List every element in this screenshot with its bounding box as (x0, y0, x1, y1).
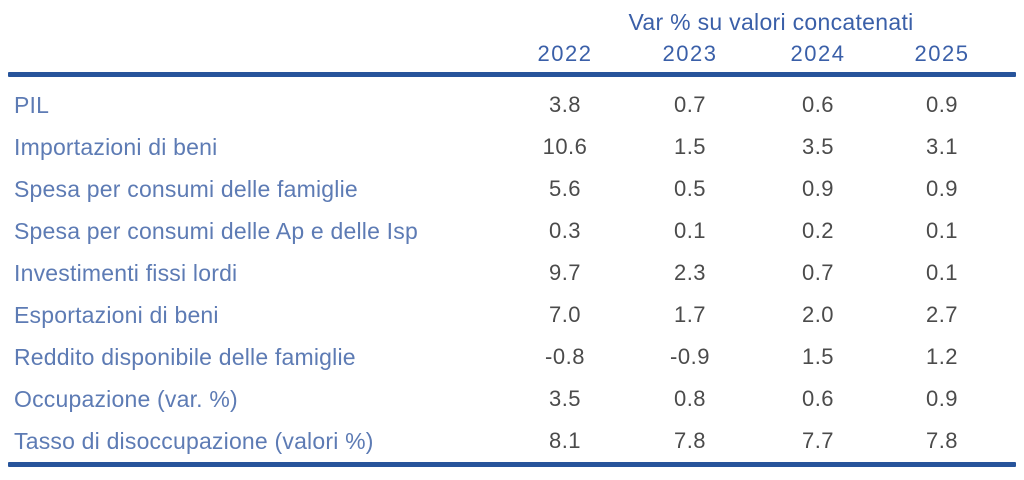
value-cell: 1.5 (801, 344, 835, 369)
value-cell: 0.1 (925, 260, 959, 285)
row-label: Importazioni di beni (14, 133, 218, 160)
year-column-header: 2023 (662, 41, 718, 66)
row-label: Reddito disponibile delle famiglie (14, 343, 356, 370)
value-cell: 5.6 (548, 176, 582, 201)
table-row: Reddito disponibile delle famiglie -0.8 … (8, 336, 1016, 378)
table-rule-top (8, 72, 1016, 77)
value-cell: 0.1 (673, 218, 707, 243)
table-row: PIL 3.8 0.7 0.6 0.9 (8, 84, 1016, 126)
value-cell: 7.7 (801, 428, 835, 453)
value-cell: 7.8 (673, 428, 707, 453)
table-row: Occupazione (var. %) 3.5 0.8 0.6 0.9 (8, 378, 1016, 420)
value-cell: 0.7 (801, 260, 835, 285)
table-row: Importazioni di beni 10.6 1.5 3.5 3.1 (8, 126, 1016, 168)
value-cell: 0.7 (673, 92, 707, 117)
value-cell: 0.6 (801, 92, 835, 117)
value-cell: 7.8 (925, 428, 959, 453)
value-cell: 2.7 (925, 302, 959, 327)
row-label: Tasso di disoccupazione (valori %) (14, 427, 374, 454)
forecast-table: Var % su valori concatenati 2022 2023 20… (8, 0, 1016, 467)
value-cell: -0.8 (545, 344, 585, 369)
value-cell: 0.3 (548, 218, 582, 243)
value-cell: 1.5 (673, 134, 707, 159)
value-cell: 0.5 (673, 176, 707, 201)
table-row: Investimenti fissi lordi 9.7 2.3 0.7 0.1 (8, 252, 1016, 294)
value-cell: 9.7 (548, 260, 582, 285)
row-label: Spesa per consumi delle Ap e delle Isp (14, 217, 418, 244)
value-cell: 0.2 (801, 218, 835, 243)
year-column-header: 2025 (914, 41, 970, 66)
value-cell: 3.5 (548, 386, 582, 411)
value-cell: 2.0 (801, 302, 835, 327)
row-label: PIL (14, 91, 50, 118)
table-row: Spesa per consumi delle famiglie 5.6 0.5… (8, 168, 1016, 210)
value-cell: -0.9 (670, 344, 710, 369)
value-cell: 0.9 (925, 92, 959, 117)
table-row: Tasso di disoccupazione (valori %) 8.1 7… (8, 420, 1016, 462)
value-cell: 1.7 (673, 302, 707, 327)
value-cell: 3.1 (925, 134, 959, 159)
value-cell: 3.5 (801, 134, 835, 159)
table-rule-bottom (8, 462, 1016, 467)
row-label: Esportazioni di beni (14, 301, 219, 328)
value-cell: 8.1 (548, 428, 582, 453)
value-cell: 0.6 (801, 386, 835, 411)
table-row: Spesa per consumi delle Ap e delle Isp 0… (8, 210, 1016, 252)
value-cell: 0.9 (925, 386, 959, 411)
table-title: Var % su valori concatenati (628, 8, 914, 35)
value-cell: 3.8 (548, 92, 582, 117)
value-cell: 0.1 (925, 218, 959, 243)
row-label: Occupazione (var. %) (14, 385, 238, 412)
value-cell: 0.8 (673, 386, 707, 411)
value-cell: 0.9 (801, 176, 835, 201)
value-cell: 1.2 (925, 344, 959, 369)
table-header: Var % su valori concatenati (8, 0, 1016, 40)
year-header-row: 2022 2023 2024 2025 (8, 40, 1016, 68)
value-cell: 7.0 (548, 302, 582, 327)
year-column-header: 2022 (537, 41, 593, 66)
table-body: PIL 3.8 0.7 0.6 0.9 Importazioni di beni… (8, 77, 1016, 462)
year-column-header: 2024 (790, 41, 846, 66)
row-label: Investimenti fissi lordi (14, 259, 238, 286)
table-row: Esportazioni di beni 7.0 1.7 2.0 2.7 (8, 294, 1016, 336)
value-cell: 0.9 (925, 176, 959, 201)
value-cell: 10.6 (542, 134, 588, 159)
value-cell: 2.3 (673, 260, 707, 285)
row-label: Spesa per consumi delle famiglie (14, 175, 358, 202)
